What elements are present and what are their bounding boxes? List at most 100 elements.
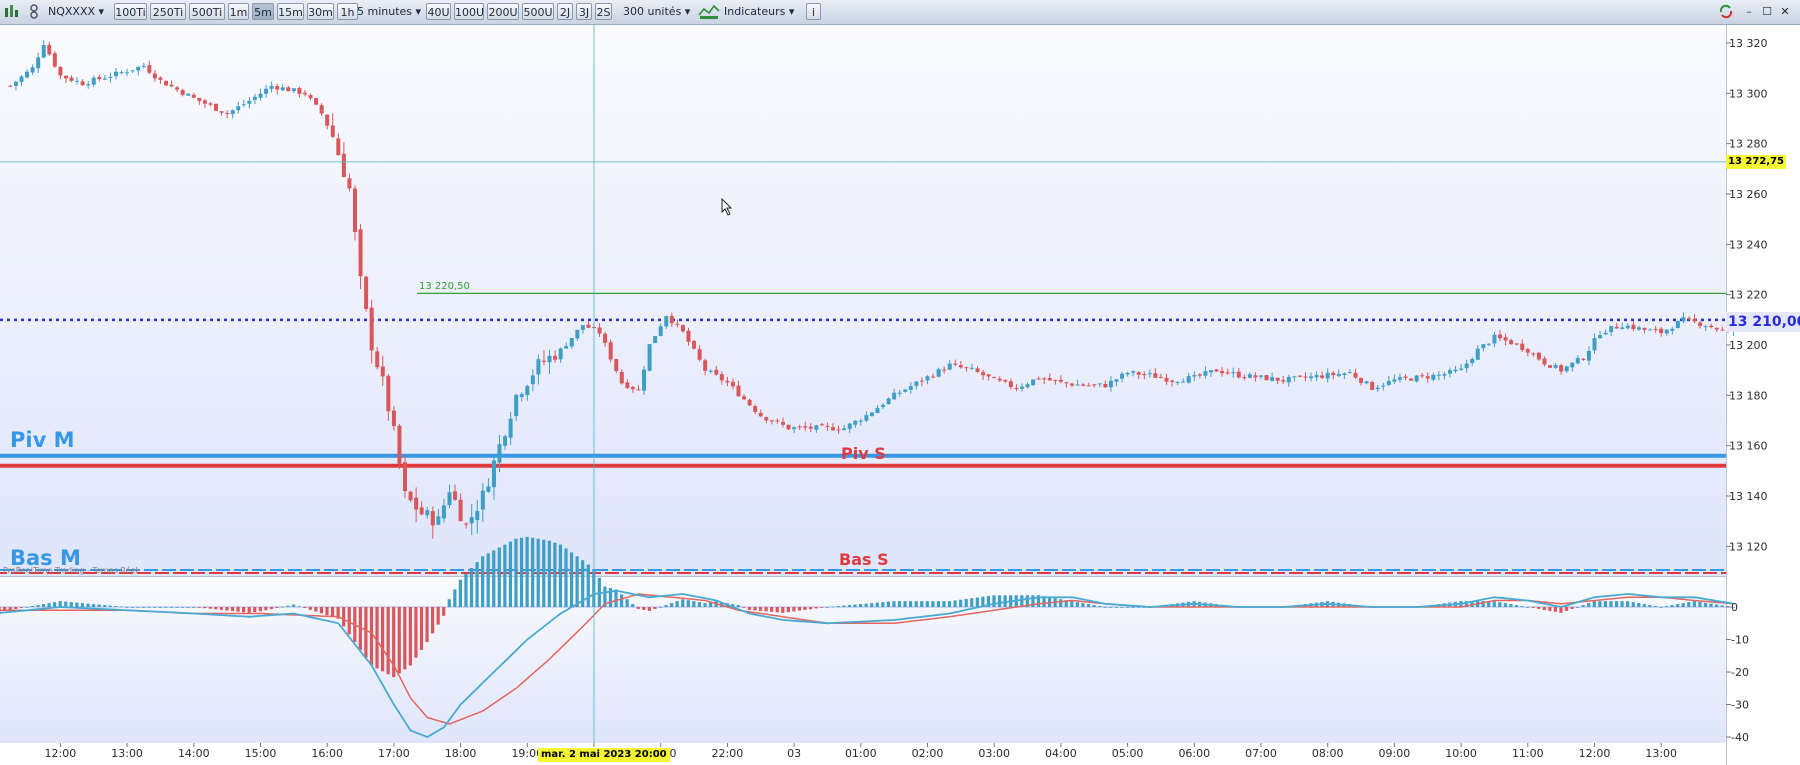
- time-tick-label: 10:00: [1445, 747, 1477, 760]
- maximize-icon[interactable]: ☐: [1762, 5, 1772, 18]
- candle-up: [908, 386, 913, 390]
- candle-up: [91, 77, 96, 85]
- indicators-button[interactable]: Indicateurs ▾: [724, 5, 795, 18]
- candle-down: [208, 103, 213, 105]
- macd-histogram-bar: [831, 606, 835, 608]
- candle-down: [747, 399, 752, 406]
- macd-histogram-bar: [1120, 607, 1124, 608]
- period-button-15m[interactable]: 15m: [277, 3, 304, 20]
- candle-down: [69, 77, 74, 81]
- time-tick-label: 11:00: [1512, 747, 1544, 760]
- period-button-500ti[interactable]: 500Ti: [189, 3, 225, 20]
- macd-histogram-bar: [392, 607, 396, 678]
- candle-down: [47, 44, 52, 55]
- candle-up: [792, 427, 797, 430]
- price-tick-label: 13 180: [1729, 389, 1768, 402]
- period-button-1h[interactable]: 1h: [337, 3, 358, 20]
- macd-histogram-bar: [909, 601, 913, 607]
- range-button-2j[interactable]: 2J: [557, 3, 573, 20]
- candle-up: [1598, 335, 1603, 339]
- period-button-100ti[interactable]: 100Ti: [114, 3, 147, 20]
- range-button-2s[interactable]: 2S: [595, 3, 612, 20]
- macd-histogram-bar: [36, 605, 40, 607]
- minimize-icon[interactable]: –: [1746, 5, 1752, 18]
- candle-up: [119, 72, 124, 74]
- candle-up: [1670, 328, 1675, 331]
- candle-up: [1342, 373, 1347, 376]
- candle-down: [1542, 358, 1547, 365]
- macd-histogram-bar: [1025, 595, 1029, 607]
- range-button-40u[interactable]: 40U: [426, 3, 451, 20]
- macd-histogram-bar: [442, 607, 446, 616]
- candle-down: [386, 375, 391, 412]
- range-button-3j[interactable]: 3J: [576, 3, 592, 20]
- period-button-250ti[interactable]: 250Ti: [150, 3, 186, 20]
- close-icon[interactable]: ✕: [1780, 5, 1790, 18]
- macd-histogram-bar: [69, 602, 73, 607]
- link-icon[interactable]: [26, 3, 42, 20]
- candle-up: [1486, 343, 1491, 345]
- macd-histogram-bar: [136, 607, 140, 608]
- range-button-500u[interactable]: 500U: [522, 3, 554, 20]
- macd-histogram-bar: [242, 607, 246, 613]
- candle-down: [1014, 388, 1019, 390]
- candle-down: [1642, 327, 1647, 330]
- refresh-icon[interactable]: [1718, 3, 1734, 20]
- period-select[interactable]: 5 minutes ▾: [357, 5, 422, 18]
- macd-histogram-bar: [558, 544, 563, 607]
- candle-down: [675, 323, 680, 325]
- indicators-label: Indicateurs: [724, 5, 786, 18]
- macd-histogram-bar: [764, 607, 768, 612]
- macd-histogram-bar: [1642, 604, 1646, 607]
- candle-down: [225, 112, 230, 114]
- price-tick-label: 13 140: [1729, 490, 1768, 503]
- macd-histogram-bar: [280, 606, 285, 608]
- macd-tick-label: 0: [1731, 601, 1738, 614]
- bar-chart-icon[interactable]: [4, 3, 20, 20]
- candle-down: [1614, 326, 1619, 329]
- macd-histogram-bar: [1626, 601, 1630, 607]
- macd-histogram-bar: [1587, 603, 1591, 607]
- macd-histogram-bar: [853, 604, 857, 607]
- period-button-30m[interactable]: 30m: [307, 3, 334, 20]
- candle-up: [230, 110, 235, 114]
- symbol-select[interactable]: NQXXXX ▾: [48, 5, 105, 18]
- label-piv-s: Piv S: [841, 444, 886, 463]
- label-piv-m: Piv M: [10, 428, 75, 452]
- candle-down: [1092, 384, 1097, 386]
- macd-histogram-bar: [508, 541, 513, 607]
- candle-down: [753, 406, 758, 412]
- label-resistance: 13 220,50: [419, 281, 470, 292]
- candle-down: [825, 425, 830, 427]
- candle-down: [780, 421, 785, 425]
- macd-histogram-bar: [864, 603, 868, 607]
- info-button[interactable]: i: [806, 3, 821, 20]
- candle-down: [8, 85, 13, 87]
- macd-histogram-bar: [1570, 607, 1574, 609]
- period-button-5m[interactable]: 5m: [252, 3, 274, 20]
- chart-area[interactable]: 13 320 13 300 13 280 13 260 13 240 13 220 13 2…: [0, 25, 1800, 765]
- candle-down: [1003, 379, 1008, 382]
- indicators-icon[interactable]: [698, 3, 720, 20]
- macd-histogram-bar: [1514, 605, 1519, 607]
- range-button-100u[interactable]: 100U: [454, 3, 484, 20]
- candle-up: [108, 76, 113, 78]
- macd-histogram-bar: [1081, 603, 1085, 607]
- candle-up: [25, 71, 30, 78]
- macd-histogram-bar: [1637, 603, 1641, 607]
- macd-histogram-bar: [1064, 600, 1068, 607]
- macd-histogram-bar: [653, 607, 657, 609]
- candle-down: [692, 340, 697, 349]
- macd-histogram-bar: [208, 607, 212, 609]
- macd-histogram-bar: [531, 537, 535, 607]
- price-tick-label: 13 240: [1729, 238, 1768, 251]
- period-button-1m[interactable]: 1m: [228, 3, 249, 20]
- candle-down: [419, 507, 424, 515]
- macd-histogram-bar: [1526, 607, 1530, 608]
- macd-histogram-bar: [97, 604, 101, 607]
- macd-histogram-bar: [147, 607, 151, 608]
- range-button-200u[interactable]: 200U: [487, 3, 519, 20]
- candle-up: [1603, 332, 1608, 335]
- units-select[interactable]: 300 unités ▾: [623, 5, 691, 18]
- macd-histogram-bar: [475, 562, 479, 607]
